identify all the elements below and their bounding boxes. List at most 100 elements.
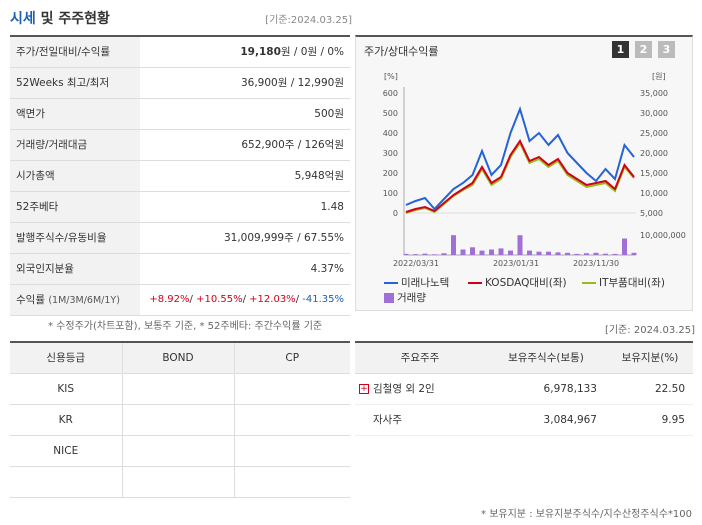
- table-row: 52Weeks 최고/최저 36,900원 / 12,990원: [10, 67, 350, 99]
- shares-cell: 6,978,133: [485, 373, 607, 405]
- legend-item: 거래량: [384, 290, 426, 305]
- page-title: 시세 및 주주현황: [10, 11, 110, 27]
- row-value: 652,900주 / 126억원: [140, 129, 350, 161]
- y-right-tick-label: 25,000: [640, 129, 668, 138]
- volume-bar: [593, 252, 599, 255]
- cp-cell: [233, 435, 350, 467]
- cp-cell: [233, 373, 350, 405]
- volume-bar: [612, 253, 618, 255]
- series-line: [405, 105, 635, 211]
- legend-item: IT부품대비(좌): [582, 275, 665, 290]
- credit-rating-table: 신용등급 BOND CP KIS KR NICE: [10, 341, 350, 498]
- legend-item: 미래나노텍: [384, 275, 449, 290]
- column-header: 신용등급: [10, 342, 122, 374]
- y-right-tick-label: 5,000: [640, 209, 663, 218]
- table-row: 자사주 3,084,967 9.95: [355, 404, 693, 436]
- y-left-tick-label: 500: [383, 109, 398, 118]
- shareholder-table: 주요주주 보유주식수(보통) 보유지분(%) + 김철영 외 2인 6,978,1…: [355, 341, 693, 436]
- holder-footnote: * 보유지분 : 보유지분주식수/지수산정주식수*100: [481, 509, 692, 520]
- y-right-tick-label: 10,000: [640, 189, 668, 198]
- legend-swatch: [468, 282, 482, 284]
- pct-cell: 9.95: [607, 404, 693, 436]
- section-header: 시세 및 주주현황 [기준:2024.03.25]: [10, 6, 352, 30]
- chart-page-3-button[interactable]: 3: [658, 41, 675, 58]
- volume-bar: [460, 249, 466, 255]
- row-value: 500원: [140, 98, 350, 130]
- volume-bar: [603, 253, 608, 255]
- bond-cell: [121, 466, 234, 498]
- row-label: 주가/전일대비/수익률: [10, 36, 140, 68]
- returns-value: +8.92%/ +10.55%/ +12.03%/ -41.35%: [140, 284, 350, 316]
- table-row: 시가총액 5,948억원: [10, 160, 350, 192]
- volume-bar: [498, 248, 504, 255]
- volume-bar: [413, 254, 418, 255]
- x-tick-label: 2023/01/31: [493, 259, 539, 268]
- bond-cell: [121, 373, 234, 405]
- legend-item: KOSDAQ대비(좌): [468, 275, 567, 290]
- y-right-tick-label: 20,000: [640, 149, 668, 158]
- table-row: 52주베타 1.48: [10, 191, 350, 223]
- table-header-row: 주요주주 보유주식수(보통) 보유지분(%): [355, 342, 693, 374]
- agency-cell: [10, 466, 122, 498]
- column-header: 보유주식수(보통): [485, 342, 607, 374]
- pct-cell: 22.50: [607, 373, 693, 405]
- table-row: NICE: [10, 435, 350, 467]
- table-row: KR: [10, 404, 350, 436]
- cp-cell: [233, 404, 350, 436]
- date-reference: [기준:2024.03.25]: [265, 15, 352, 26]
- table-row: 발행주식수/유동비율 31,009,999주 / 67.55%: [10, 222, 350, 254]
- volume-bar: [479, 250, 485, 255]
- volume-bar: [432, 254, 437, 255]
- row-value: 19,180원 / 0원 / 0%: [140, 36, 350, 68]
- row-label: 시가총액: [10, 160, 140, 192]
- y-left-tick-label: 600: [383, 89, 398, 98]
- column-header: 보유지분(%): [607, 342, 693, 374]
- agency-cell: KIS: [10, 373, 122, 405]
- chart-svg: [%] [원] 600 500 400 300 200 100 0 35,000 30,000…: [383, 72, 686, 268]
- column-header: 주요주주: [355, 342, 485, 374]
- table-row: 주가/전일대비/수익률 19,180원 / 0원 / 0%: [10, 36, 350, 68]
- volume-bar: [441, 253, 447, 255]
- date-reference-2: [기준: 2024.03.25]: [605, 325, 696, 336]
- volume-tick-label: 10,000,000: [640, 231, 686, 240]
- bond-cell: [121, 435, 234, 467]
- y-left-tick-label: 0: [393, 209, 398, 218]
- expand-holder-button[interactable]: +: [359, 384, 369, 394]
- agency-cell: NICE: [10, 435, 122, 467]
- volume-bar: [584, 253, 589, 255]
- legend-swatch: [384, 293, 394, 303]
- chart-page-2-button[interactable]: 2: [635, 41, 652, 58]
- y-right-tick-label: 30,000: [640, 109, 668, 118]
- column-header: CP: [233, 342, 350, 374]
- shares-cell: 3,084,967: [485, 404, 607, 436]
- price-footnote: * 수정주가(차트포함), 보통주 기준, * 52주베타: 주간수익률 기준: [48, 321, 323, 332]
- row-value: 36,900원 / 12,990원: [140, 67, 350, 99]
- legend-swatch: [582, 282, 596, 284]
- chart-page-1-button[interactable]: 1: [612, 41, 629, 58]
- volume-bar: [489, 249, 494, 255]
- table-row: 액면가 500원: [10, 98, 350, 130]
- row-label: 52Weeks 최고/최저: [10, 67, 140, 99]
- volume-bar: [565, 252, 570, 255]
- row-label: 52주베타: [10, 191, 140, 223]
- volume-bar: [536, 251, 542, 255]
- row-label: 수익률 (1M/3M/6M/1Y): [10, 284, 140, 316]
- table-row: 거래량/거래대금 652,900주 / 126억원: [10, 129, 350, 161]
- chart-panel: 주가/상대수익률 1 2 3 [%] [원] 600 500 400 300 200 10…: [355, 35, 693, 311]
- volume-bar: [555, 252, 561, 255]
- row-label: 외국인지분율: [10, 253, 140, 285]
- volume-bar: [403, 253, 409, 255]
- row-value: 4.37%: [140, 253, 350, 285]
- volume-bar: [470, 247, 475, 255]
- volume-bar: [517, 235, 523, 255]
- price-table: 주가/전일대비/수익률 19,180원 / 0원 / 0% 52Weeks 최고…: [10, 35, 350, 316]
- x-tick-label: 2022/03/31: [393, 259, 439, 268]
- column-header: BOND: [121, 342, 234, 374]
- chart-title: 주가/상대수익률: [364, 45, 439, 58]
- table-row: + 김철영 외 2인 6,978,133 22.50: [355, 373, 693, 405]
- row-label: 발행주식수/유동비율: [10, 222, 140, 254]
- volume-bar: [622, 238, 627, 255]
- y-left-tick-label: 300: [383, 149, 398, 158]
- y-right-tick-label: 35,000: [640, 89, 668, 98]
- y-left-tick-label: 400: [383, 129, 398, 138]
